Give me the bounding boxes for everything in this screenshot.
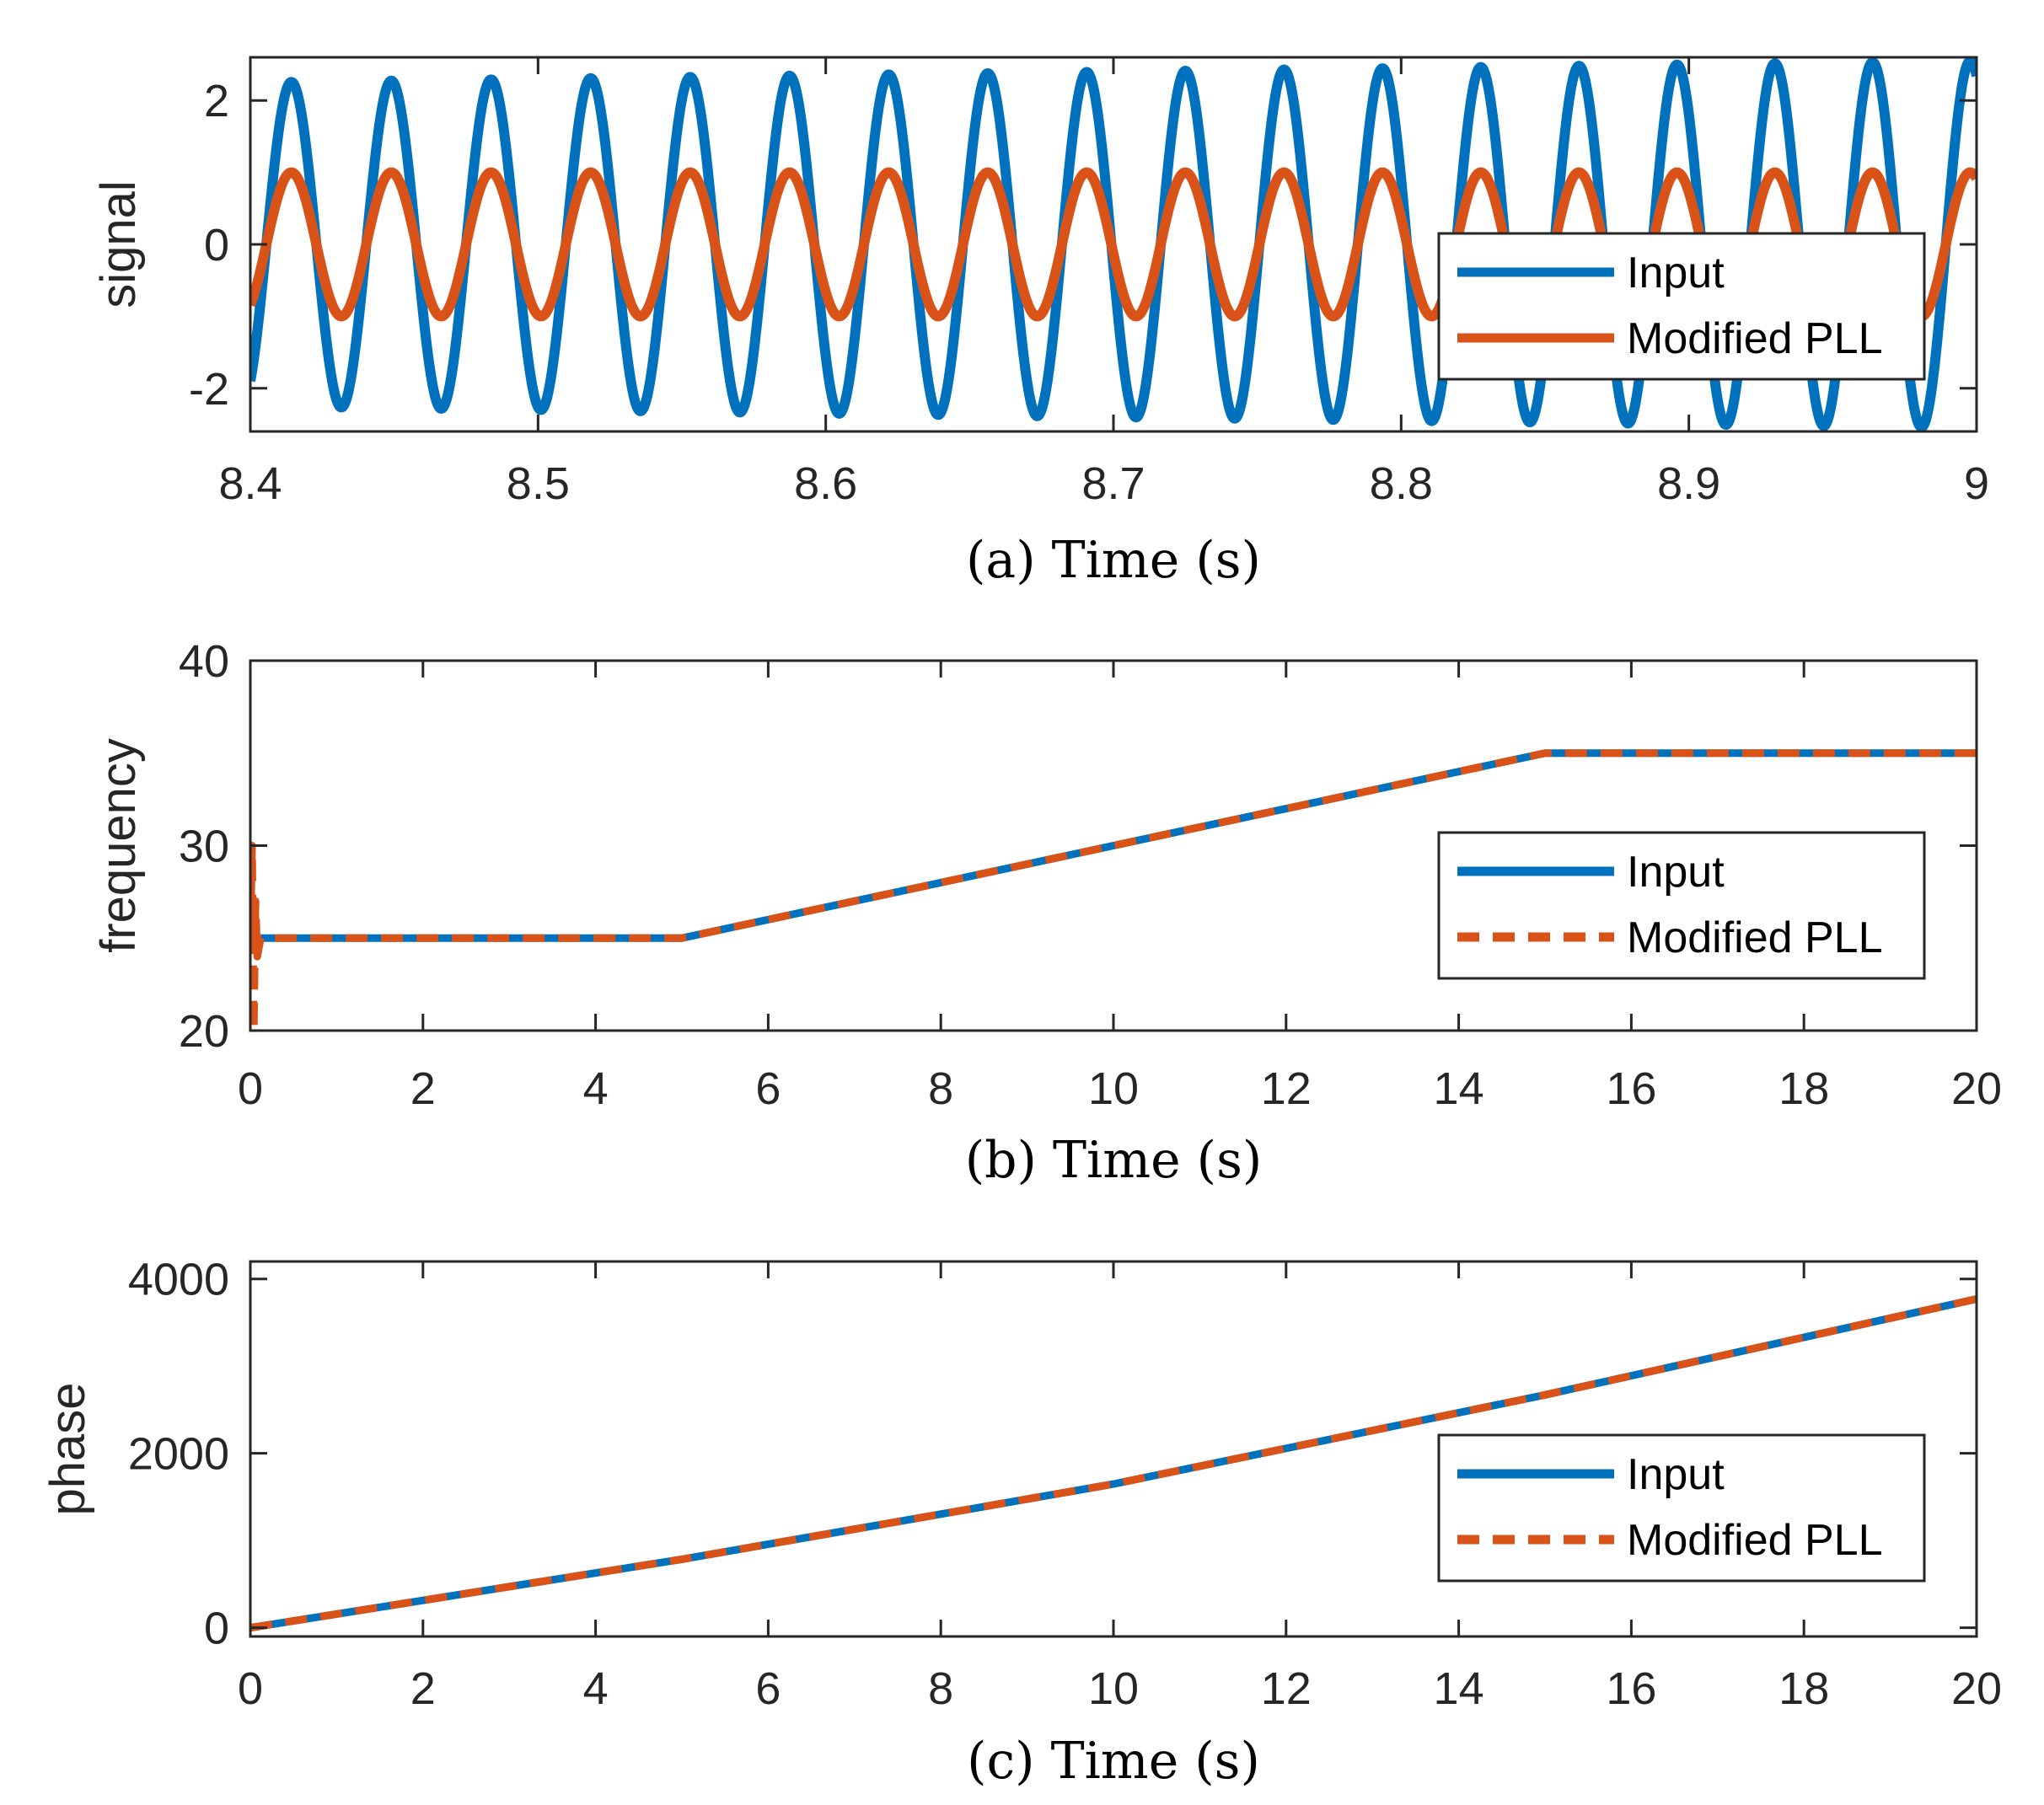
x-tick-label: 8 [928, 1063, 953, 1114]
legend-label: Input [1627, 249, 1725, 297]
x-tick-label: 8.4 [218, 458, 282, 509]
x-tick-label: 2 [410, 1063, 436, 1114]
x-tick-label: 10 [1088, 1063, 1139, 1114]
x-tick-label: 20 [1951, 1663, 2002, 1714]
x-tick-label: 8.6 [794, 458, 857, 509]
plot-area-a [250, 57, 1977, 431]
x-tick-label: 2 [410, 1663, 436, 1714]
y-tick-label: -2 [189, 364, 229, 415]
x-tick-label: 14 [1434, 1663, 1484, 1714]
x-axis-label: (c) Time (s) [967, 1732, 1260, 1791]
x-tick-label: 14 [1434, 1063, 1484, 1114]
x-tick-label: 4 [583, 1663, 609, 1714]
x-tick-label: 8.9 [1657, 458, 1720, 509]
x-axis-label: (a) Time (s) [966, 531, 1261, 590]
x-tick-label: 8.8 [1370, 458, 1433, 509]
plot-area-b [250, 749, 1977, 1031]
legend-label: Modified PLL [1627, 1516, 1883, 1565]
series-line-a-modified-pll [250, 167, 1977, 322]
legend-box [1437, 831, 1926, 980]
x-tick-label: 8.5 [507, 458, 570, 509]
x-tick-label: 8 [928, 1663, 953, 1714]
chart-b: 0 2 4 6 8 10 12 14 16 18 20 20 30 40 (b) Time (s) frequ… [91, 636, 2002, 1190]
legend-b: Input Modified PLL [1437, 831, 1926, 980]
y-tick-label: 0 [204, 220, 229, 270]
x-tick-label: 20 [1951, 1063, 2002, 1114]
series-line-b-modified-pll [250, 749, 1977, 1031]
legend-a: Input Modified PLL [1437, 232, 1926, 381]
legend-box [1437, 232, 1926, 381]
x-tick-label: 16 [1606, 1063, 1656, 1114]
x-axis-label: (b) Time (s) [965, 1131, 1263, 1190]
legend-box [1437, 1433, 1926, 1583]
legend-c: Input Modified PLL [1437, 1433, 1926, 1583]
y-tick-label: 4000 [128, 1255, 229, 1305]
y-tick-label: 2 [204, 76, 229, 126]
y-axis-label: phase [40, 1382, 95, 1515]
x-tick-label: 10 [1088, 1663, 1139, 1714]
legend-label: Input [1627, 1450, 1725, 1499]
x-tick-label: 12 [1261, 1663, 1312, 1714]
y-tick-label: 0 [204, 1604, 229, 1654]
y-tick-label: 30 [179, 822, 229, 872]
x-tick-label: 9 [1964, 458, 1989, 509]
x-tick-label: 6 [755, 1663, 781, 1714]
legend-label: Input [1627, 848, 1725, 897]
y-axis-label: signal [91, 180, 146, 308]
y-axis-label: frequency [91, 738, 146, 953]
legend-label: Modified PLL [1627, 314, 1883, 363]
chart-a: 8.4 8.5 8.6 8.7 8.8 8.9 9 -2 0 2 (a) Time (s) signa… [91, 56, 1989, 590]
x-tick-label: 8.7 [1081, 458, 1145, 509]
x-tick-label: 18 [1778, 1063, 1829, 1114]
x-tick-label: 12 [1261, 1063, 1312, 1114]
y-tick-label: 20 [179, 1006, 229, 1057]
legend-label: Modified PLL [1627, 913, 1883, 962]
y-tick-label: 2000 [128, 1429, 229, 1480]
x-tick-label: 0 [238, 1663, 263, 1714]
x-tick-label: 4 [583, 1063, 609, 1114]
x-tick-label: 18 [1778, 1663, 1829, 1714]
series-line-c-modified-pll [250, 1295, 1977, 1632]
plot-area-c [250, 1295, 1977, 1632]
x-tick-label: 6 [755, 1063, 781, 1114]
chart-c: 0 2 4 6 8 10 12 14 16 18 20 0 2000 4000 (c) Time (s) ph… [40, 1255, 2002, 1791]
y-tick-label: 40 [179, 636, 229, 687]
x-tick-label: 16 [1606, 1663, 1656, 1714]
x-tick-label: 0 [238, 1063, 263, 1114]
